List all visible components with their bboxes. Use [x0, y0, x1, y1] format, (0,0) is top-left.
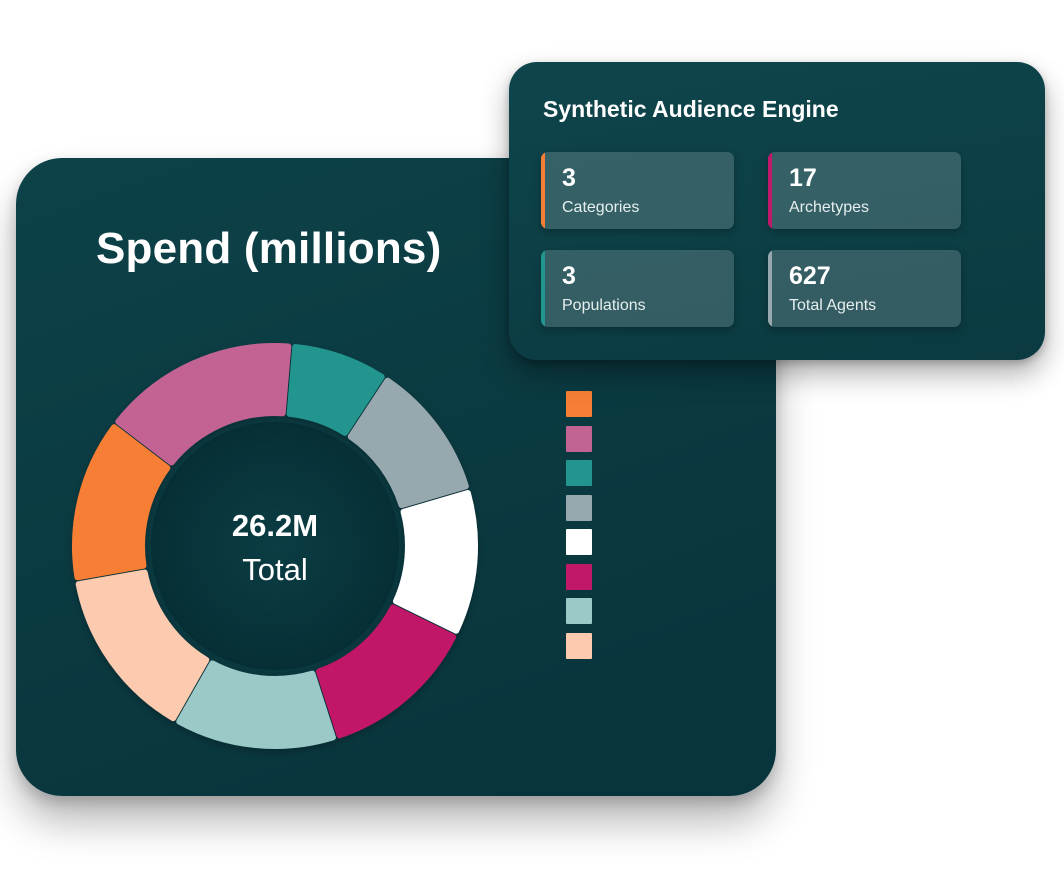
- donut-slice-5: [392, 489, 478, 634]
- legend-swatch-2: [566, 425, 592, 452]
- stat-label: Populations: [562, 297, 646, 314]
- donut-slice-3: [286, 344, 385, 436]
- stat-accent: [768, 250, 772, 327]
- audience-engine-title: Synthetic Audience Engine: [543, 96, 839, 122]
- stat-tile-total-agents: 627 Total Agents: [768, 250, 961, 327]
- legend-swatch-5: [566, 529, 592, 555]
- legend-swatch-4: [566, 494, 592, 521]
- donut-slice-1: [72, 424, 171, 581]
- stat-value: 3: [562, 164, 576, 192]
- stat-tile-categories: 3 Categories: [541, 152, 734, 229]
- legend-swatch-1: [566, 391, 592, 417]
- stat-accent: [541, 250, 545, 327]
- legend-swatch-7: [566, 598, 592, 624]
- donut-slice-7: [176, 660, 336, 749]
- donut-slice-2: [115, 343, 292, 466]
- spend-title: Spend (millions): [96, 224, 442, 273]
- chart-legend: [566, 391, 592, 667]
- donut-slice-6: [316, 604, 457, 739]
- stat-label: Total Agents: [789, 297, 877, 314]
- stat-value: 17: [789, 164, 817, 192]
- donut-hole: [151, 422, 399, 670]
- legend-swatch-8: [566, 632, 592, 659]
- audience-engine-card: Synthetic Audience Engine 3 Categories 1…: [509, 62, 1045, 360]
- legend-swatch-3: [566, 460, 592, 486]
- donut-slice-8: [75, 569, 210, 722]
- stat-label: Categories: [562, 199, 640, 216]
- donut-slice-4: [347, 377, 469, 509]
- donut-total-value: 26.2M: [232, 508, 318, 543]
- stat-tile-populations: 3 Populations: [541, 250, 734, 327]
- stat-accent: [541, 152, 545, 229]
- donut-chart: 26.2M Total: [72, 343, 478, 749]
- stat-value: 3: [562, 262, 576, 290]
- donut-segments: [72, 343, 478, 749]
- stat-value: 627: [789, 262, 831, 290]
- stat-label: Archetypes: [789, 199, 870, 216]
- legend-swatch-6: [566, 563, 592, 590]
- donut-total-label: Total: [242, 552, 307, 587]
- stat-tile-archetypes: 17 Archetypes: [768, 152, 961, 229]
- stat-accent: [768, 152, 772, 229]
